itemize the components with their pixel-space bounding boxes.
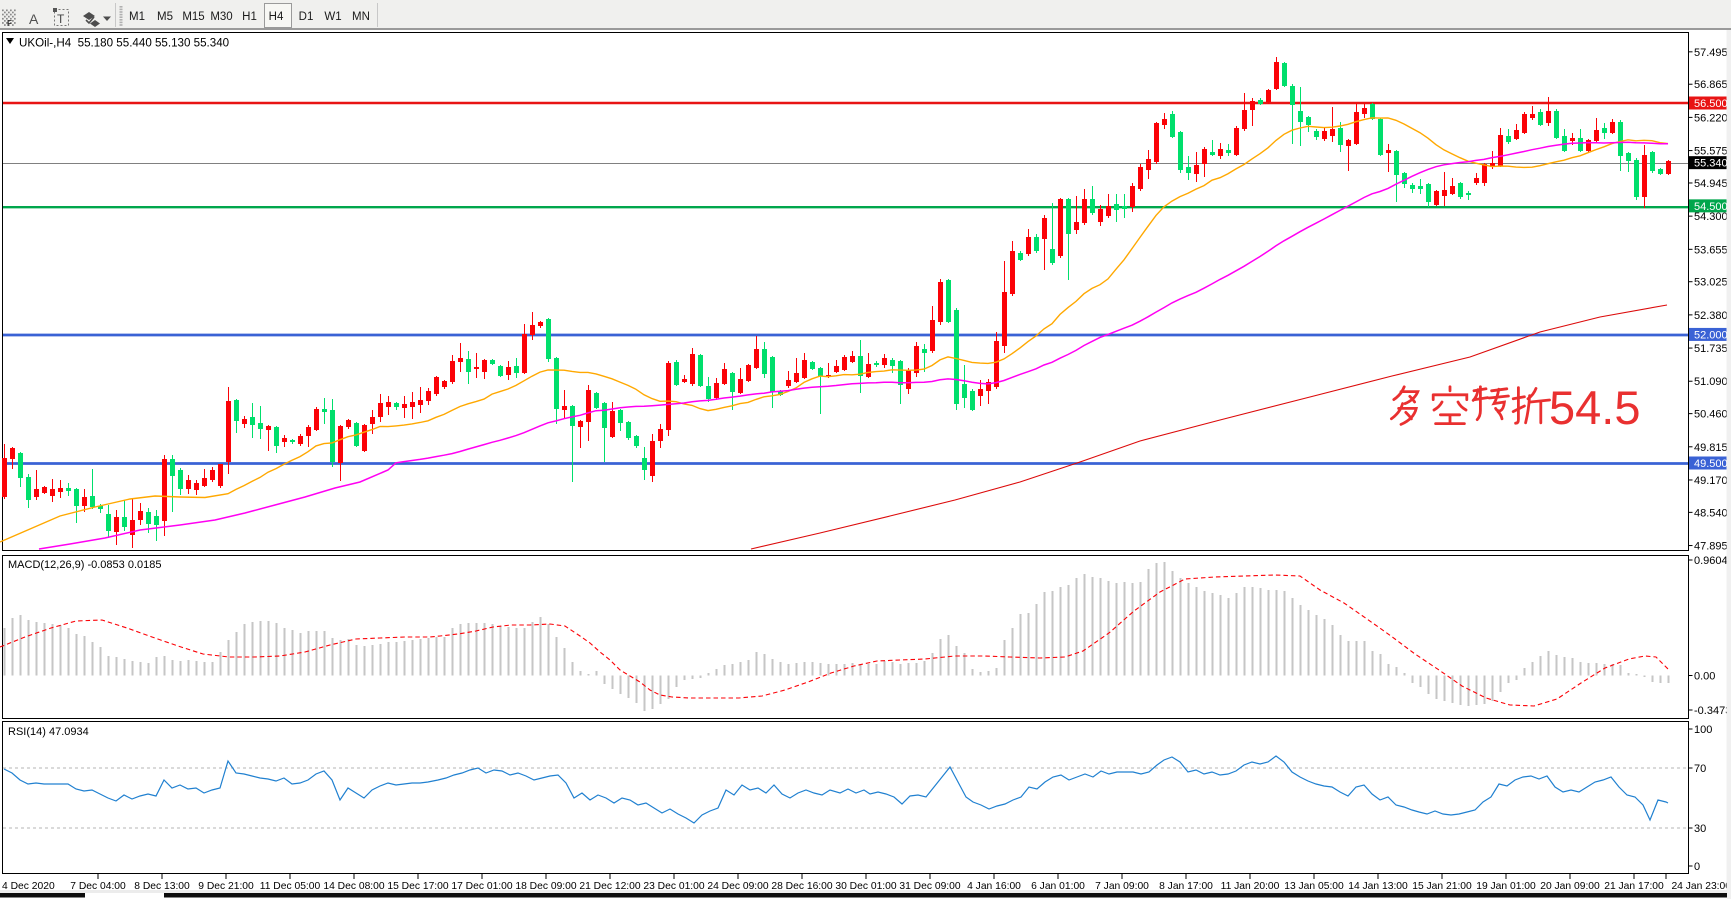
svg-text:30: 30	[1694, 823, 1706, 835]
svg-text:9 Dec 21:00: 9 Dec 21:00	[198, 881, 254, 892]
svg-text:30 Dec 01:00: 30 Dec 01:00	[835, 881, 897, 892]
svg-text:54.500: 54.500	[1694, 201, 1728, 213]
svg-text:50.460: 50.460	[1694, 409, 1728, 421]
svg-text:51.735: 51.735	[1694, 343, 1728, 355]
svg-text:11 Dec 05:00: 11 Dec 05:00	[260, 881, 321, 892]
svg-text:19 Jan 01:00: 19 Jan 01:00	[1476, 881, 1536, 892]
svg-text:4 Dec 2020: 4 Dec 2020	[2, 881, 55, 892]
svg-text:RSI(14) 47.0934: RSI(14) 47.0934	[8, 726, 89, 738]
svg-text:20 Jan 09:00: 20 Jan 09:00	[1540, 881, 1600, 892]
svg-text:56.500: 56.500	[1694, 98, 1728, 110]
svg-text:0: 0	[1694, 861, 1700, 873]
svg-text:21 Dec 12:00: 21 Dec 12:00	[579, 881, 641, 892]
svg-text:MACD(12,26,9) -0.0853 0.0185: MACD(12,26,9) -0.0853 0.0185	[8, 559, 161, 571]
svg-text:48.540: 48.540	[1694, 507, 1728, 519]
svg-text:UKOil-,H4 55.180 55.440 55.13: UKOil-,H4 55.180 55.440 55.130 55.340	[19, 37, 229, 50]
svg-text:52.380: 52.380	[1694, 310, 1728, 322]
svg-text:6 Jan 01:00: 6 Jan 01:00	[1031, 881, 1085, 892]
svg-text:51.090: 51.090	[1694, 376, 1728, 388]
svg-text:8 Dec 13:00: 8 Dec 13:00	[134, 881, 190, 892]
svg-text:-0.3473: -0.3473	[1694, 705, 1731, 717]
svg-text:F: F	[7, 19, 12, 28]
svg-text:53.025: 53.025	[1694, 277, 1728, 289]
svg-text:15 Jan 21:00: 15 Jan 21:00	[1412, 881, 1472, 892]
svg-text:47.895: 47.895	[1694, 541, 1728, 553]
svg-text:T: T	[57, 12, 65, 26]
svg-text:57.495: 57.495	[1694, 47, 1728, 59]
svg-text:56.865: 56.865	[1694, 79, 1728, 91]
svg-text:14 Dec 08:00: 14 Dec 08:00	[323, 881, 385, 892]
svg-text:A: A	[29, 11, 39, 27]
svg-text:23 Dec 01:00: 23 Dec 01:00	[643, 881, 705, 892]
svg-text:100: 100	[1694, 724, 1712, 736]
svg-text:D1: D1	[299, 11, 314, 23]
svg-text:7 Dec 04:00: 7 Dec 04:00	[70, 881, 126, 892]
svg-text:54.945: 54.945	[1694, 178, 1728, 190]
svg-text:8 Jan 17:00: 8 Jan 17:00	[1159, 881, 1213, 892]
svg-text:24 Jan 23:00: 24 Jan 23:00	[1671, 881, 1731, 892]
svg-text:H4: H4	[269, 11, 284, 23]
svg-text:13 Jan 05:00: 13 Jan 05:00	[1284, 881, 1344, 892]
svg-text:55.575: 55.575	[1694, 146, 1728, 158]
svg-text:15 Dec 17:00: 15 Dec 17:00	[387, 881, 449, 892]
svg-text:H1: H1	[242, 11, 257, 23]
svg-text:28 Dec 16:00: 28 Dec 16:00	[771, 881, 833, 892]
svg-text:M30: M30	[210, 11, 232, 23]
svg-text:0.9604: 0.9604	[1694, 555, 1728, 567]
svg-text:49.170: 49.170	[1694, 475, 1728, 487]
svg-text:53.655: 53.655	[1694, 244, 1728, 256]
svg-text:52.000: 52.000	[1694, 329, 1728, 341]
svg-text:0.00: 0.00	[1694, 671, 1715, 683]
svg-text:54.300: 54.300	[1694, 211, 1728, 223]
svg-text:70: 70	[1694, 763, 1706, 775]
svg-text:31 Dec 09:00: 31 Dec 09:00	[899, 881, 961, 892]
svg-text:56.220: 56.220	[1694, 112, 1728, 124]
svg-text:21 Jan 17:00: 21 Jan 17:00	[1604, 881, 1664, 892]
svg-text:17 Dec 01:00: 17 Dec 01:00	[451, 881, 513, 892]
svg-text:54.5: 54.5	[1549, 381, 1640, 434]
svg-text:4 Jan 16:00: 4 Jan 16:00	[967, 881, 1021, 892]
svg-text:7 Jan 09:00: 7 Jan 09:00	[1095, 881, 1149, 892]
svg-text:11 Jan 20:00: 11 Jan 20:00	[1221, 881, 1280, 892]
svg-text:18 Dec 09:00: 18 Dec 09:00	[515, 881, 577, 892]
svg-text:49.815: 49.815	[1694, 442, 1728, 454]
svg-text:W1: W1	[324, 11, 341, 23]
svg-text:49.500: 49.500	[1694, 458, 1728, 470]
svg-text:MN: MN	[352, 11, 370, 23]
svg-text:24 Dec 09:00: 24 Dec 09:00	[707, 881, 769, 892]
svg-text:14 Jan 13:00: 14 Jan 13:00	[1348, 881, 1408, 892]
svg-text:M1: M1	[129, 11, 145, 23]
svg-text:M5: M5	[157, 11, 173, 23]
svg-text:M15: M15	[182, 11, 204, 23]
svg-text:55.340: 55.340	[1694, 158, 1728, 170]
